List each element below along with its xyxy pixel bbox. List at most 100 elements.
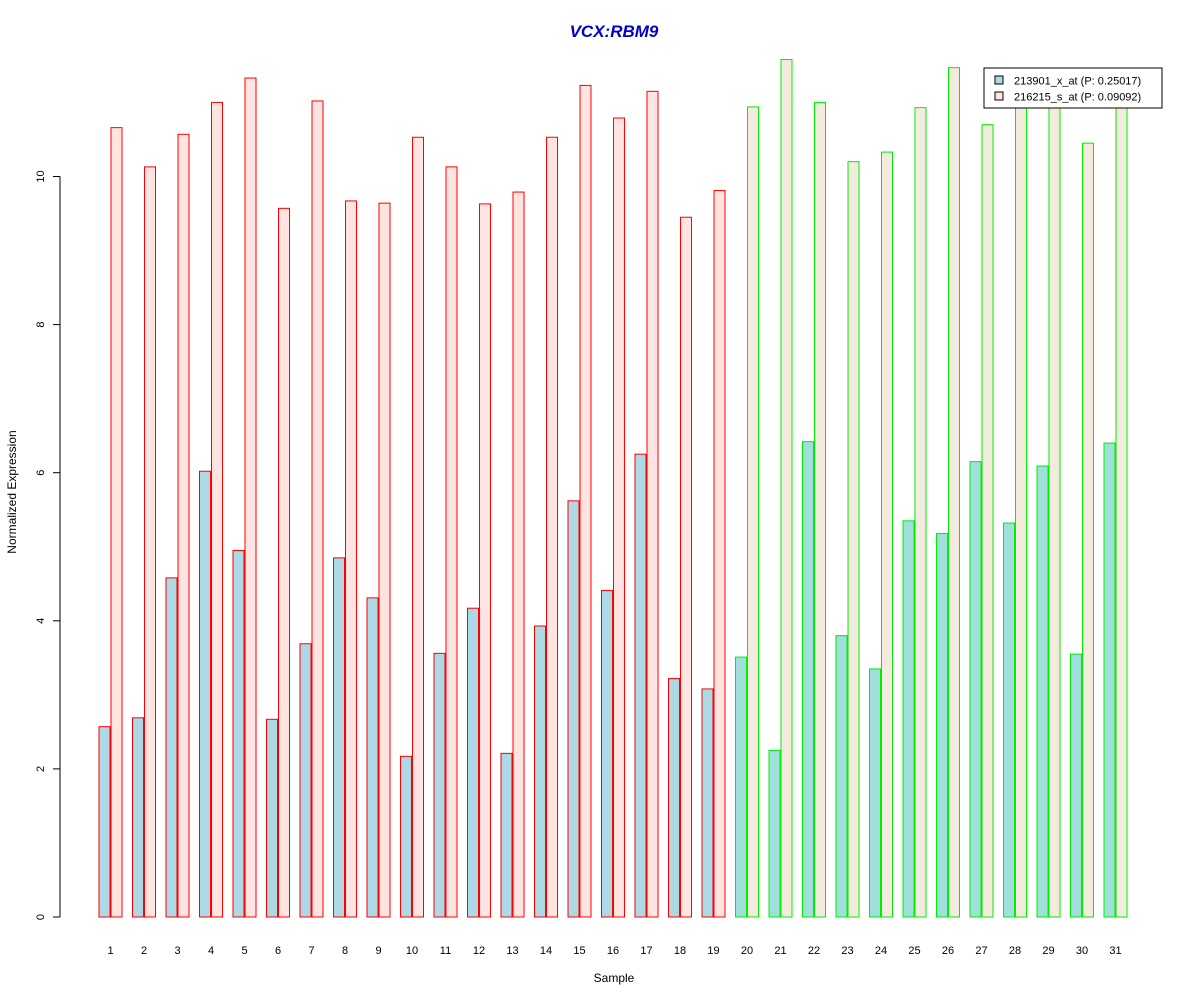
bar-216215-sample-8 (345, 200, 357, 918)
bar-216215-sample-19 (713, 190, 726, 918)
bar-216215-sample-9 (378, 202, 391, 918)
bar-216215-sample-30 (1082, 142, 1094, 918)
bar-213901-sample-3 (165, 577, 178, 918)
x-tick-label: 24 (875, 945, 887, 957)
bar-213901-sample-6 (266, 718, 278, 918)
bars-layer (98, 59, 1128, 918)
x-tick-label: 18 (674, 945, 686, 957)
bar-216215-sample-20 (747, 106, 759, 918)
x-tick-label: 10 (406, 945, 418, 957)
bar-213901-sample-8 (333, 557, 345, 918)
x-tick-label: 2 (141, 945, 147, 957)
x-tick-label: 8 (342, 945, 348, 957)
y-tick-label: 8 (35, 322, 47, 328)
bar-216215-sample-28 (1015, 101, 1027, 918)
x-tick-label: 12 (473, 945, 485, 957)
legend: 213901_x_at (P: 0.25017) 216215_s_at (P:… (983, 67, 1163, 109)
x-tick-labels: 1 2 3 4 5 6 7 8 9 10 11 12 13 14 15 16 17 18 19 20 21 22 23 24 2… (107, 945, 1121, 957)
y-tick-label: 0 (35, 914, 47, 920)
x-axis-label: Sample (594, 971, 635, 985)
bar-213901-sample-4 (199, 470, 211, 918)
y-tick-label: 6 (35, 470, 47, 476)
bar-213901-sample-23 (835, 635, 848, 918)
x-tick-label: 3 (174, 945, 180, 957)
x-tick-label: 16 (607, 945, 619, 957)
x-tick-label: 21 (774, 945, 786, 957)
bar-213901-sample-2 (132, 717, 144, 918)
x-tick-label: 26 (942, 945, 954, 957)
legend-swatch-1 (994, 75, 1004, 85)
bar-216215-sample-14 (546, 136, 558, 918)
bar-213901-sample-25 (902, 520, 915, 918)
x-tick-label: 1 (107, 945, 113, 957)
legend-label-2: 216215_s_at (P: 0.09092) (1014, 92, 1141, 104)
x-tick-label: 7 (308, 945, 314, 957)
bar-216215-sample-16 (613, 117, 625, 918)
bar-216215-sample-7 (311, 100, 324, 918)
x-tick-label: 22 (808, 945, 820, 957)
bar-216215-sample-25 (914, 107, 927, 918)
bar-216215-sample-17 (646, 90, 659, 918)
bar-216215-sample-15 (579, 84, 592, 918)
x-tick-label: 11 (440, 945, 451, 957)
bar-216215-sample-13 (512, 191, 525, 918)
bar-216215-sample-24 (881, 151, 893, 918)
bar-213901-sample-11 (433, 652, 446, 918)
bar-213901-sample-14 (534, 625, 546, 918)
bar-216215-sample-10 (412, 136, 424, 918)
legend-label-1: 213901_x_at (P: 0.25017) (1014, 76, 1141, 88)
bar-216215-sample-27 (981, 124, 994, 918)
x-tick-label: 28 (1009, 945, 1021, 957)
x-tick-label: 14 (540, 945, 552, 957)
x-tick-label: 17 (640, 945, 652, 957)
bar-213901-sample-9 (366, 597, 379, 918)
bar-213901-sample-26 (936, 532, 948, 918)
bar-216215-sample-23 (847, 161, 860, 918)
bar-216215-sample-1 (110, 127, 123, 918)
legend-box (983, 67, 1163, 109)
bar-213901-sample-27 (969, 461, 982, 918)
bar-216215-sample-21 (780, 59, 793, 918)
bar-216215-sample-2 (144, 166, 156, 918)
bar-216215-sample-22 (814, 101, 826, 918)
bar-213901-sample-24 (869, 668, 881, 918)
chart-title: VCX:RBM9 (570, 22, 659, 41)
bar-213901-sample-28 (1003, 522, 1015, 918)
bar-213901-sample-1 (98, 726, 111, 918)
x-tick-label: 31 (1109, 945, 1121, 957)
x-tick-label: 6 (275, 945, 281, 957)
bar-216215-sample-4 (211, 101, 223, 918)
bar-213901-sample-18 (668, 678, 680, 918)
bar-213901-sample-17 (634, 453, 647, 918)
bar-213901-sample-22 (802, 441, 814, 918)
bar-216215-sample-26 (948, 67, 960, 918)
bar-213901-sample-5 (232, 549, 245, 918)
x-tick-label: 30 (1076, 945, 1088, 957)
legend-swatch-2 (994, 91, 1004, 101)
bar-213901-sample-10 (400, 755, 412, 918)
x-tick-label: 4 (208, 945, 214, 957)
bar-213901-sample-31 (1103, 442, 1116, 918)
x-tick-label: 15 (573, 945, 585, 957)
bar-216215-sample-31 (1115, 101, 1128, 918)
y-axis-label: Normalized Expression (5, 430, 19, 553)
bar-213901-sample-30 (1070, 653, 1082, 918)
y-tick-label: 2 (35, 766, 47, 772)
x-tick-label: 27 (975, 945, 987, 957)
x-tick-label: 13 (506, 945, 518, 957)
bar-216215-sample-29 (1048, 101, 1061, 918)
y-axis: 0 2 4 6 8 10 (35, 170, 61, 920)
bar-216215-sample-3 (177, 133, 190, 918)
bar-216215-sample-11 (445, 166, 458, 918)
bar-213901-sample-7 (299, 643, 312, 918)
x-tick-label: 25 (908, 945, 920, 957)
bar-216215-sample-6 (278, 207, 290, 918)
x-tick-label: 9 (375, 945, 381, 957)
y-tick-label: 4 (35, 618, 47, 624)
bar-216215-sample-18 (680, 216, 692, 918)
x-tick-label: 20 (741, 945, 753, 957)
bar-216215-sample-5 (244, 77, 257, 918)
bar-213901-sample-19 (701, 688, 714, 918)
y-tick-label: 10 (35, 170, 47, 182)
